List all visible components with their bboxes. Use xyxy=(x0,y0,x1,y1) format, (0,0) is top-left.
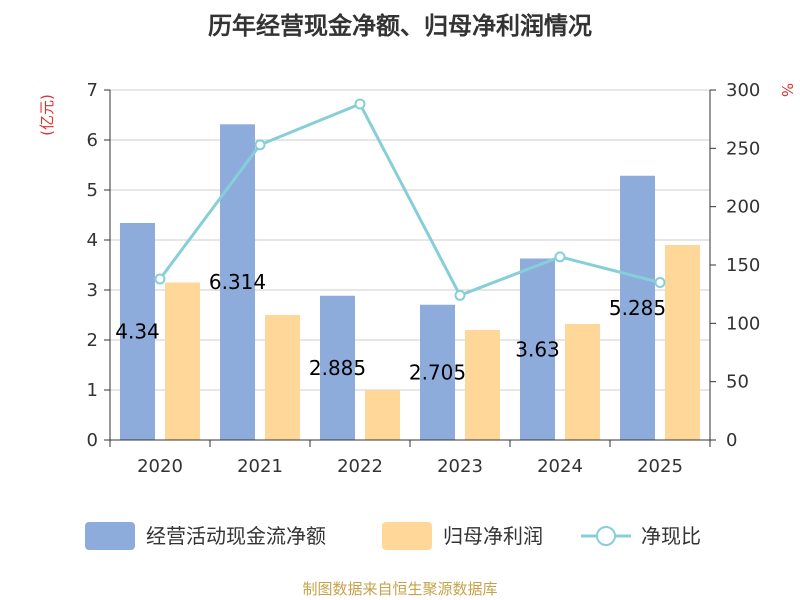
y-left-unit: (亿元) xyxy=(38,94,56,136)
y-left-tick-label: 4 xyxy=(87,230,98,251)
ratio-point xyxy=(654,277,666,288)
y-right-tick-label: 100 xyxy=(726,313,760,334)
y-right-tick-label: 0 xyxy=(726,430,737,451)
y-right-tick-label: 300 xyxy=(726,80,760,101)
y-left-tick-label: 5 xyxy=(87,180,98,201)
legend-label-profit: 归母净利润 xyxy=(443,524,543,548)
data-label: 6.314 xyxy=(209,270,266,294)
bar-profit xyxy=(165,282,200,440)
x-tick-label: 2022 xyxy=(337,456,383,477)
y-right-tick-label: 200 xyxy=(726,197,760,218)
bar-profit xyxy=(265,315,300,440)
data-labels: 4.34 6.314 2.885 2.705 3.63 5.285 xyxy=(115,270,666,384)
x-tick-label: 2025 xyxy=(637,456,683,477)
data-label: 2.705 xyxy=(409,360,466,384)
y-left-tick-label: 2 xyxy=(87,330,98,351)
legend-label-ratio: 净现比 xyxy=(641,524,701,548)
y-right-tick-label: 150 xyxy=(726,255,760,276)
ratio-point xyxy=(154,273,166,285)
bar-cashflow xyxy=(620,175,655,440)
data-label: 4.34 xyxy=(115,320,160,344)
bar-cashflow xyxy=(320,295,355,440)
bar-cashflow xyxy=(420,304,455,440)
chart-title: 历年经营现金净额、归母净利润情况 xyxy=(208,12,592,40)
bar-profit xyxy=(565,324,600,440)
legend[interactable]: 经营活动现金流净额 归母净利润 净现比 xyxy=(85,522,701,550)
axes: 0 1 2 3 4 5 6 7 0 50 100 150 200 250 300 (亿元)% 2020 2021 2… xyxy=(38,80,796,477)
y-right-tick-label: 50 xyxy=(726,372,749,393)
bar-profit xyxy=(465,330,500,440)
legend-marker-ratio xyxy=(596,526,616,546)
y-left-tick-label: 3 xyxy=(87,280,98,301)
y-left-tick-label: 0 xyxy=(87,430,98,451)
data-label: 5.285 xyxy=(609,296,666,320)
y-right-unit: % xyxy=(778,83,796,97)
y-right-tick-label: 250 xyxy=(726,138,760,159)
legend-swatch-cashflow xyxy=(85,522,135,550)
bar-cashflow xyxy=(120,223,155,440)
y-left-tick-label: 6 xyxy=(87,130,98,151)
x-tick-label: 2024 xyxy=(537,456,583,477)
bar-profit xyxy=(365,390,400,440)
bars xyxy=(120,124,700,441)
data-label: 2.885 xyxy=(309,356,366,380)
ratio-point xyxy=(454,289,466,301)
ratio-point xyxy=(354,98,366,110)
bar-cashflow xyxy=(520,258,555,440)
y-left-tick-label: 7 xyxy=(87,80,98,101)
source-note: 制图数据来自恒生聚源数据库 xyxy=(302,580,498,598)
ratio-line xyxy=(154,98,666,301)
bar-profit xyxy=(665,245,700,440)
y-left-tick-label: 1 xyxy=(87,380,98,401)
x-tick-label: 2020 xyxy=(137,456,183,477)
legend-label-cashflow: 经营活动现金流净额 xyxy=(146,524,326,548)
ratio-series-line xyxy=(158,102,661,298)
legend-swatch-profit xyxy=(382,522,432,550)
x-tick-label: 2021 xyxy=(237,456,283,477)
x-tick-label: 2023 xyxy=(437,456,483,477)
data-label: 3.63 xyxy=(515,337,560,361)
ratio-point xyxy=(254,139,266,151)
ratio-point xyxy=(554,251,566,263)
